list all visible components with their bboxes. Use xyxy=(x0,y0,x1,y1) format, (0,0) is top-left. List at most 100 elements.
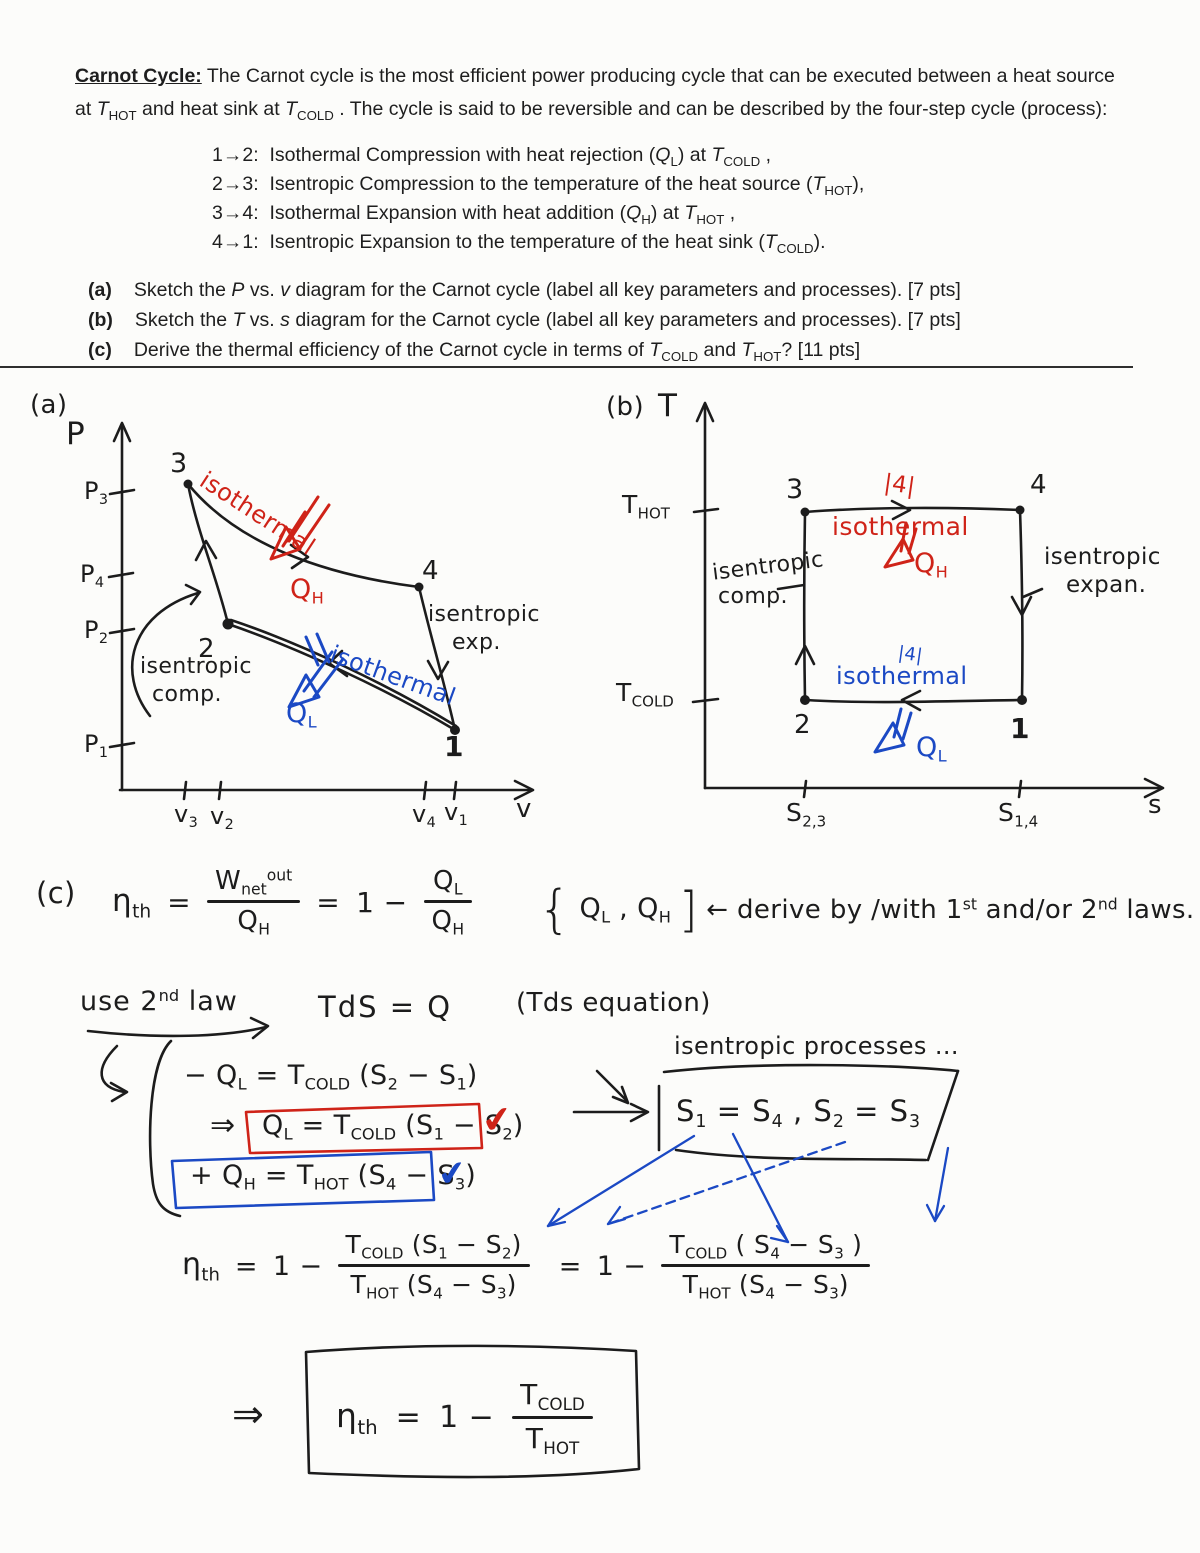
pv-xtick-v2: v2 xyxy=(210,802,234,834)
pv-isentropic-exp-label-1: isentropic xyxy=(428,602,540,627)
ts-isentropic-comp-label-1: isentropic xyxy=(710,547,825,586)
fraction-bar xyxy=(423,900,473,904)
left-brace: { xyxy=(538,880,572,940)
fraction-numerator: TCOLD (S1 − S2) xyxy=(345,1230,522,1263)
fraction-numerator: QL xyxy=(433,866,463,899)
one-minus: 1 − xyxy=(596,1250,647,1282)
efficiency-entropy-equation: ηth = 1 − TCOLD (S1 − S2) THOT (S4 − S3)… xyxy=(182,1230,871,1303)
use-second-law-label: use 2nd law xyxy=(80,986,238,1017)
ts-isentropic-expan-label-1: isentropic xyxy=(1044,544,1161,570)
ts-point-4-label: 4 xyxy=(1030,470,1047,500)
pv-xtick-v4: v4 xyxy=(412,800,436,832)
fraction-numerator: TCOLD ( S4 − S3 ) xyxy=(669,1230,863,1263)
question-b: (b) Sketch the T vs. s diagram for the Ca… xyxy=(88,306,961,334)
intro-line-1-text: The Carnot cycle is the most efficient p… xyxy=(201,65,1115,87)
pv-isentropic-exp-label-2: exp. xyxy=(452,630,501,655)
eta-symbol: ηth xyxy=(182,1247,220,1286)
pv-isentropic-comp-label-1: isentropic xyxy=(140,654,252,679)
intro-line-1: Carnot Cycle: The Carnot cycle is the mo… xyxy=(75,62,1115,90)
use-law-arrow xyxy=(86,1016,270,1040)
equals-sign: = xyxy=(395,1400,422,1436)
one-minus: 1 − xyxy=(356,885,408,919)
ts-point-2-label: 2 xyxy=(794,710,811,740)
pv-ql-label: QL xyxy=(286,698,317,732)
ql-result-equation: QL = TCOLD (S1 − S2) xyxy=(262,1110,524,1144)
derive-note: { QL , QH ] ← derive by /with 1st and/or… xyxy=(538,880,1195,940)
efficiency-definition-equation: ηth = Wnetout QH = 1 − QL QH xyxy=(112,866,473,939)
tds-note: (Tds equation) xyxy=(516,988,711,1018)
pv-point-1-label: 1 xyxy=(444,730,464,763)
one-minus: 1 − xyxy=(272,1250,323,1282)
ql-first-law-equation: − QL = TCOLD (S2 − S1) xyxy=(184,1060,478,1094)
question-c-text: Derive the thermal efficiency of the Car… xyxy=(133,339,861,364)
step-2-text: Isentropic Compression to the temperatur… xyxy=(269,173,865,198)
question-c-label: (c) xyxy=(88,339,112,361)
fraction-bar xyxy=(207,900,301,904)
red-checkmark-icon: ✔ xyxy=(479,1098,516,1143)
ts-point-3-label: 3 xyxy=(786,474,804,505)
step-4-label: 4→1: xyxy=(212,231,259,253)
question-a: (a) Sketch the P vs. v diagram for the Ca… xyxy=(88,276,961,304)
ts-isothermal-bottom-label: isothermal xyxy=(836,662,968,690)
pv-ytick-p1: P1 xyxy=(84,730,109,762)
section-divider xyxy=(0,366,1133,368)
question-a-text: Sketch the P vs. v diagram for the Carno… xyxy=(133,279,961,301)
step-1-text: Isothermal Compression with heat rejecti… xyxy=(269,144,772,169)
final-implies-arrow: ⇒ xyxy=(232,1392,265,1436)
equals-sign: = xyxy=(558,1250,582,1282)
question-a-label: (a) xyxy=(88,279,112,301)
tcold-over-thot-fraction: TCOLD THOT xyxy=(512,1378,593,1458)
ts-qh-label: QH xyxy=(914,548,948,582)
fraction-bar xyxy=(512,1415,593,1419)
step-3-text: Isothermal Expansion with heat addition … xyxy=(269,202,736,227)
step-4-text: Isentropic Expansion to the temperature … xyxy=(269,231,826,256)
isentropic-processes-note: isentropic processes ... xyxy=(674,1032,959,1060)
pv-point-3-label: 3 xyxy=(170,448,188,479)
fraction-denominator: THOT (S4 − S3) xyxy=(350,1270,517,1303)
ts-ytick-tcold: TCOLD xyxy=(616,678,674,711)
fraction-bar xyxy=(337,1264,530,1268)
one-minus: 1 − xyxy=(439,1400,495,1436)
fraction-numerator: TCOLD xyxy=(520,1378,585,1414)
tds-equation: TdS = Q xyxy=(318,990,453,1024)
final-efficiency-result: ηth = 1 − TCOLD THOT xyxy=(336,1378,593,1458)
ql-over-qh-fraction: QL QH xyxy=(423,866,473,939)
fraction-denominator: THOT xyxy=(525,1421,580,1458)
pv-x-axis-label: v xyxy=(516,794,532,824)
pv-ytick-p3: P3 xyxy=(84,477,109,509)
entropy-equalities: S1 = S4 , S2 = S3 xyxy=(676,1094,921,1133)
step-3: 3→4: Isothermal Expansion with heat addi… xyxy=(212,199,735,229)
pv-ytick-p4: P4 xyxy=(80,560,105,592)
tcold-s43-fraction: TCOLD ( S4 − S3 ) THOT (S4 − S3) xyxy=(661,1230,871,1303)
fraction-denominator: QH xyxy=(237,906,270,939)
pv-isentropic-comp-label-2: comp. xyxy=(152,682,222,707)
pv-qh-label: QH xyxy=(290,574,324,608)
step-1-label: 1→2: xyxy=(212,144,259,166)
pv-isothermal-top-label: isothermal xyxy=(194,466,321,562)
ts-ytick-thot: THOT xyxy=(622,490,670,523)
right-bracket: ] xyxy=(678,882,699,938)
ts-ql-label: QL xyxy=(916,732,947,766)
pv-ytick-p2: P2 xyxy=(84,616,109,648)
step-3-label: 3→4: xyxy=(212,202,259,224)
wnet-over-qh-fraction: Wnetout QH xyxy=(207,866,301,939)
page-title: Carnot Cycle: xyxy=(75,65,202,87)
pv-xtick-v1: v1 xyxy=(444,798,468,830)
equals-sign: = xyxy=(167,885,192,919)
ts-isothermal-top-label: isothermal xyxy=(832,512,969,541)
note-rest: ← derive by /with 1st and/or 2nd laws. xyxy=(706,895,1195,925)
fraction-numerator: Wnetout xyxy=(215,866,293,899)
ts-ql-scribble-arrow-icon xyxy=(873,707,913,754)
entropy-mapping-arrows xyxy=(546,1132,950,1244)
step-2-label: 2→3: xyxy=(212,173,259,195)
fraction-denominator: THOT (S4 − S3) xyxy=(682,1270,849,1303)
ts-xtick-s14: S1,4 xyxy=(998,798,1039,831)
panel-b-label: (b) xyxy=(606,392,644,422)
fraction-bar xyxy=(661,1264,871,1268)
intro-line-2: at THOT and heat sink at TCOLD . The cyc… xyxy=(75,98,1108,123)
question-b-label: (b) xyxy=(88,309,113,331)
blue-checkmark-icon: ✔ xyxy=(435,1152,470,1196)
implies-arrow: ⇒ xyxy=(210,1108,236,1143)
ts-y-axis-label: T xyxy=(658,388,678,424)
